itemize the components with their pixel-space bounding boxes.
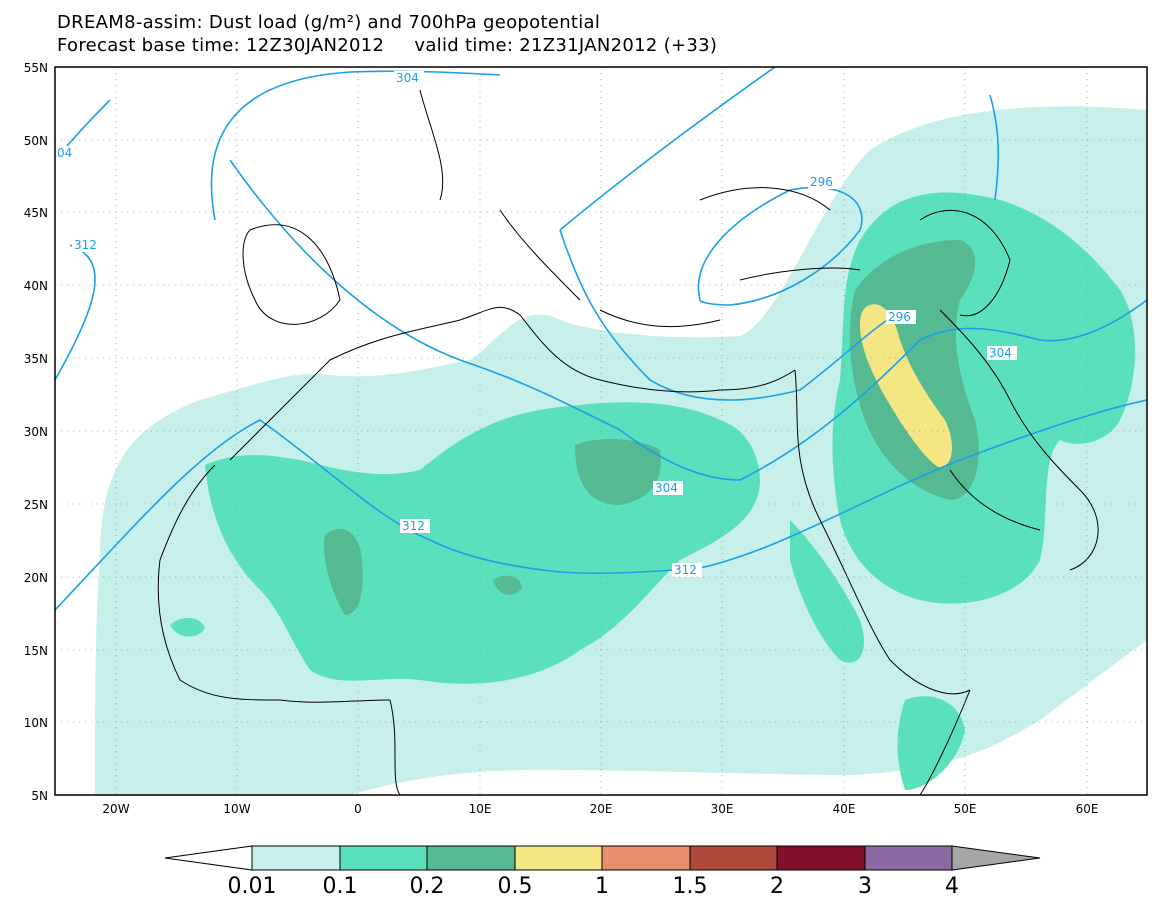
lon-label: 50E [954, 802, 977, 816]
colorbar-swatch [339, 845, 428, 871]
lon-label: 10W [223, 802, 250, 816]
svg-text:296: 296 [888, 310, 911, 324]
svg-text:304: 304 [396, 71, 419, 85]
colorbar-swatch [514, 845, 603, 871]
lon-label: 20E [590, 802, 613, 816]
contour-label-296-iraq: 296 [886, 310, 916, 324]
contour-label-304-top: 304 [394, 71, 424, 85]
lon-label: 30E [711, 802, 734, 816]
lat-label: 25N [24, 498, 48, 512]
lon-label: 0 [354, 802, 362, 816]
colorbar-label: 0.1 [323, 874, 358, 899]
colorbar-label: 0.2 [410, 874, 445, 899]
contour-label-312-sahara: 312 [400, 519, 430, 533]
svg-text:296: 296 [810, 175, 833, 189]
contour-label-304-east: 304 [987, 346, 1017, 360]
lat-label: 20N [24, 571, 48, 585]
colorbar-swatch [689, 845, 778, 871]
contour-label-304-left: 04 [55, 146, 77, 160]
colorbar-swatch [601, 845, 691, 871]
lat-label: 50N [24, 134, 48, 148]
colorbar-swatch [251, 845, 341, 871]
lat-label: 10N [24, 716, 48, 730]
contour-label-312-south: 312 [672, 563, 702, 577]
colorbar [164, 845, 1041, 871]
colorbar-lower-arrow [164, 845, 253, 871]
colorbar-swatch [864, 845, 953, 871]
svg-text:304: 304 [655, 481, 678, 495]
colorbar-swatch [426, 845, 516, 871]
contour-labels: 304 04 312 296 304 304 [55, 71, 1017, 577]
colorbar-labels: 0.01 0.1 0.2 0.5 1 1.5 2 3 4 [228, 874, 959, 899]
lat-label: 45N [24, 206, 48, 220]
svg-text:312: 312 [674, 563, 697, 577]
dust-field-mid-west-coast [170, 617, 205, 637]
contour-label-304-mid: 304 [653, 481, 683, 495]
latitude-axis: 55N 50N 45N 40N 35N 30N 25N 20N 15N 10N … [24, 61, 48, 803]
contour-label-312-left: 312 [72, 238, 102, 252]
colorbar-label: 0.5 [498, 874, 533, 899]
svg-text:304: 304 [989, 346, 1012, 360]
svg-text:04: 04 [57, 146, 72, 160]
dust-field-high-mali [324, 528, 363, 615]
colorbar-label: 0.01 [228, 874, 277, 899]
forecast-time-subtitle: Forecast base time: 12Z30JAN2012 valid t… [57, 35, 718, 56]
lat-label: 15N [24, 644, 48, 658]
lon-label: 40E [833, 802, 856, 816]
colorbar-upper-arrow [951, 845, 1041, 871]
colorbar-label: 2 [770, 874, 784, 899]
lat-label: 35N [24, 352, 48, 366]
colorbar-label: 3 [858, 874, 872, 899]
longitude-axis: 20W 10W 0 10E 20E 30E 40E 50E 60E [102, 802, 1098, 816]
lon-label: 20W [102, 802, 129, 816]
contour-label-296-caspian: 296 [808, 175, 838, 189]
lat-label: 30N [24, 425, 48, 439]
colorbar-label: 1.5 [673, 874, 708, 899]
dust-field-high-niger [493, 575, 522, 595]
colorbar-swatch [776, 845, 866, 871]
lat-label: 55N [24, 61, 48, 75]
lat-label: 5N [31, 789, 48, 803]
dust-field-mid-horn [897, 696, 965, 790]
lon-label: 10E [469, 802, 492, 816]
dust-field-mid-redsea [790, 520, 864, 663]
coastlines [157, 89, 1099, 795]
map-title: DREAM8-assim: Dust load (g/m²) and 700hP… [57, 12, 601, 33]
geopotential-contours [55, 67, 1147, 611]
lon-label: 60E [1076, 802, 1099, 816]
graticule [55, 67, 1147, 795]
dust-field-peak-iraq [860, 304, 952, 468]
lat-label: 40N [24, 279, 48, 293]
colorbar-label: 4 [945, 874, 959, 899]
svg-text:312: 312 [74, 238, 97, 252]
colorbar-label: 1 [595, 874, 609, 899]
dust-field-high-libya [575, 438, 661, 505]
svg-text:312: 312 [402, 519, 425, 533]
map-frame [54, 66, 1148, 796]
